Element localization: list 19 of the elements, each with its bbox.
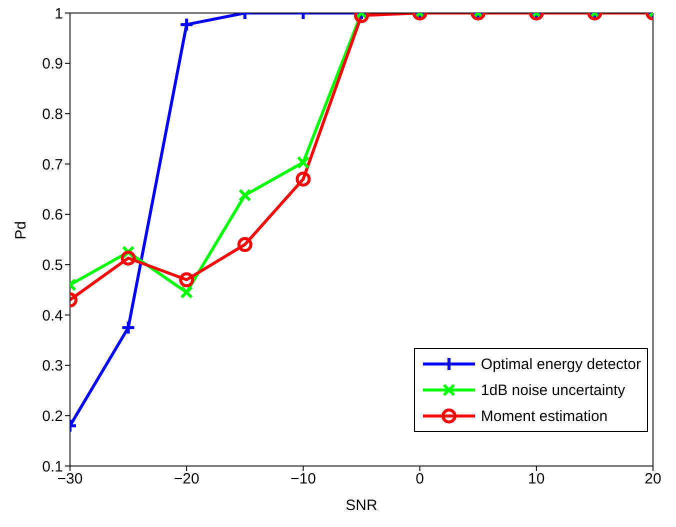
y-tick-label: 1 [54,5,63,22]
x-tick-label: −20 [174,470,200,488]
y-tick-label: 0.2 [42,408,63,425]
x-tick-label: 20 [644,470,662,488]
legend-label: Moment estimation [480,408,608,424]
y-tick-label: 0.7 [42,156,63,174]
legend-label: 1dB noise uncertainty [480,382,626,398]
y-tick-label: 0.3 [42,358,63,375]
y-tick-label: 0.4 [42,307,63,324]
y-axis-title: Pd [12,221,30,240]
y-tick-label: 0.9 [42,56,63,73]
y-tick-label: 0.5 [42,256,63,274]
x-tick-label: 10 [528,470,545,488]
legend-label: Optimal energy detector [480,356,641,372]
y-tick-label: 0.6 [42,206,63,224]
y-tick-label: 0.8 [42,106,63,123]
x-tick-label: −10 [290,470,316,488]
x-axis-title: SNR [346,497,378,514]
x-tick-label: 0 [416,470,424,488]
